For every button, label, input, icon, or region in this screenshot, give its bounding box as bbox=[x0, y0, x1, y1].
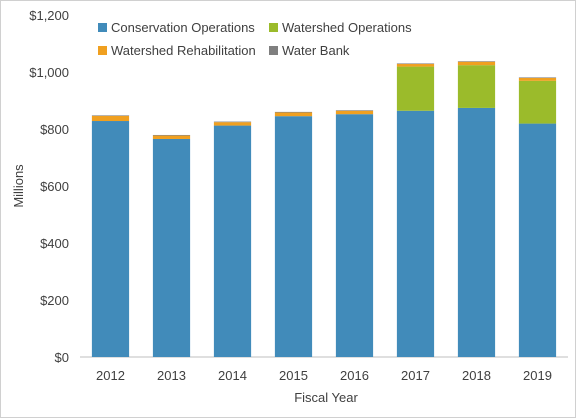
legend-label: Watershed Operations bbox=[282, 20, 412, 35]
bar-segment-3-2016 bbox=[335, 110, 374, 115]
legend-label: Conservation Operations bbox=[111, 20, 255, 35]
x-tick-label: 2018 bbox=[462, 368, 491, 383]
x-axis-title: Fiscal Year bbox=[294, 390, 358, 405]
bar-segment-1-2015 bbox=[274, 116, 313, 357]
y-axis: $0 $200 $400 $600 $800 $1,000 $1,200 bbox=[29, 8, 69, 365]
bar-segment-1-2012 bbox=[91, 121, 130, 358]
bars bbox=[91, 61, 557, 358]
bar-segment-1-2013 bbox=[152, 138, 191, 357]
bar-segment-4-2013 bbox=[152, 134, 191, 136]
x-tick-label: 2017 bbox=[401, 368, 430, 383]
x-tick-label: 2013 bbox=[157, 368, 186, 383]
legend-swatch bbox=[98, 46, 107, 55]
y-tick-label: $200 bbox=[40, 293, 69, 308]
bar-segment-3-2018 bbox=[457, 61, 496, 66]
bar-segment-3-2017 bbox=[396, 64, 435, 67]
legend-swatch bbox=[269, 23, 278, 32]
bar-segment-4-2018 bbox=[457, 61, 496, 62]
bar-segment-3-2012 bbox=[91, 115, 130, 122]
bar-segment-1-2017 bbox=[396, 110, 435, 357]
bar-segment-3-2015 bbox=[274, 112, 313, 117]
legend: Conservation Operations Watershed Operati… bbox=[98, 20, 412, 58]
bar-segment-4-2015 bbox=[274, 111, 313, 113]
bar-segment-1-2019 bbox=[518, 123, 557, 357]
bar-segment-2-2019 bbox=[518, 80, 557, 124]
y-tick-label: $1,000 bbox=[29, 65, 69, 80]
x-tick-label: 2019 bbox=[523, 368, 552, 383]
y-tick-label: $600 bbox=[40, 179, 69, 194]
x-tick-label: 2015 bbox=[279, 368, 308, 383]
bar-segment-4-2017 bbox=[396, 63, 435, 65]
bar-segment-1-2016 bbox=[335, 114, 374, 358]
bar-segment-3-2013 bbox=[152, 135, 191, 139]
bar-segment-3-2019 bbox=[518, 77, 557, 81]
legend-label: Water Bank bbox=[282, 43, 350, 58]
legend-swatch bbox=[98, 23, 107, 32]
bar-segment-4-2019 bbox=[518, 77, 557, 78]
x-axis: 2012 2013 2014 2015 2016 2017 2018 2019 bbox=[80, 356, 568, 383]
bar-segment-4-2016 bbox=[335, 110, 374, 111]
legend-label: Watershed Rehabilitation bbox=[111, 43, 256, 58]
y-axis-title: Millions bbox=[11, 164, 26, 208]
bar-segment-3-2014 bbox=[213, 122, 252, 126]
y-tick-label: $800 bbox=[40, 122, 69, 137]
x-tick-label: 2014 bbox=[218, 368, 247, 383]
y-tick-label: $0 bbox=[55, 350, 69, 365]
legend-swatch bbox=[269, 46, 278, 55]
bar-segment-4-2012 bbox=[91, 115, 130, 116]
bar-segment-2-2018 bbox=[457, 65, 496, 108]
x-tick-label: 2012 bbox=[96, 368, 125, 383]
y-tick-label: $400 bbox=[40, 236, 69, 251]
bar-segment-1-2018 bbox=[457, 107, 496, 357]
y-tick-label: $1,200 bbox=[29, 8, 69, 23]
bar-segment-1-2014 bbox=[213, 125, 252, 357]
bar-segment-4-2014 bbox=[213, 121, 252, 123]
x-tick-label: 2016 bbox=[340, 368, 369, 383]
bar-segment-2-2017 bbox=[396, 66, 435, 111]
